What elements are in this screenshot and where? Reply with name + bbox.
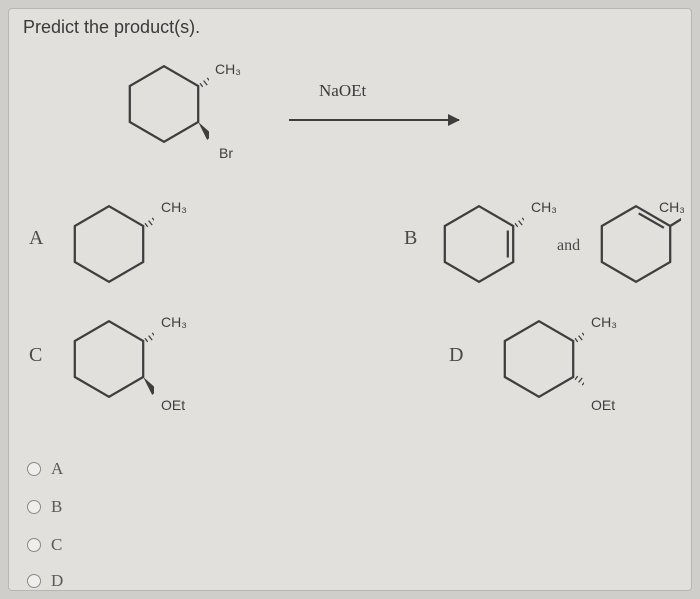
radio-b[interactable] [27,500,41,514]
and-text: and [557,237,580,255]
radio-row-d[interactable]: D [27,571,63,591]
reagent-label: NaOEt [319,81,366,101]
radio-a-label: A [51,459,63,479]
structure-d [494,314,584,404]
radio-d-label: D [51,571,63,591]
c-oet-label: OEt [161,397,185,413]
option-b-label: B [404,227,417,250]
option-d-label: D [449,344,463,367]
question-text: Predict the product(s). [23,17,200,38]
reactant-structure [119,59,209,149]
option-c-label: C [29,344,42,367]
a-ch3-label: CH₃ [161,199,187,215]
reaction-arrow [289,119,459,121]
radio-row-b[interactable]: B [27,497,62,517]
c-ch3-label: CH₃ [161,314,187,330]
b-left-ch3-label: CH₃ [531,199,557,215]
structure-b-left [434,199,524,289]
radio-b-label: B [51,497,62,517]
structure-c [64,314,154,404]
radio-d[interactable] [27,574,41,588]
radio-c-label: C [51,535,62,555]
d-oet-label: OEt [591,397,615,413]
radio-row-c[interactable]: C [27,535,62,555]
radio-c[interactable] [27,538,41,552]
b-right-ch3-label: CH₃ [659,199,685,215]
structure-a [64,199,154,289]
d-ch3-label: CH₃ [591,314,617,330]
reactant-ch3-label: CH₃ [215,61,241,77]
radio-a[interactable] [27,462,41,476]
reactant-br-label: Br [219,145,233,161]
radio-row-a[interactable]: A [27,459,63,479]
option-a-label: A [29,227,43,250]
